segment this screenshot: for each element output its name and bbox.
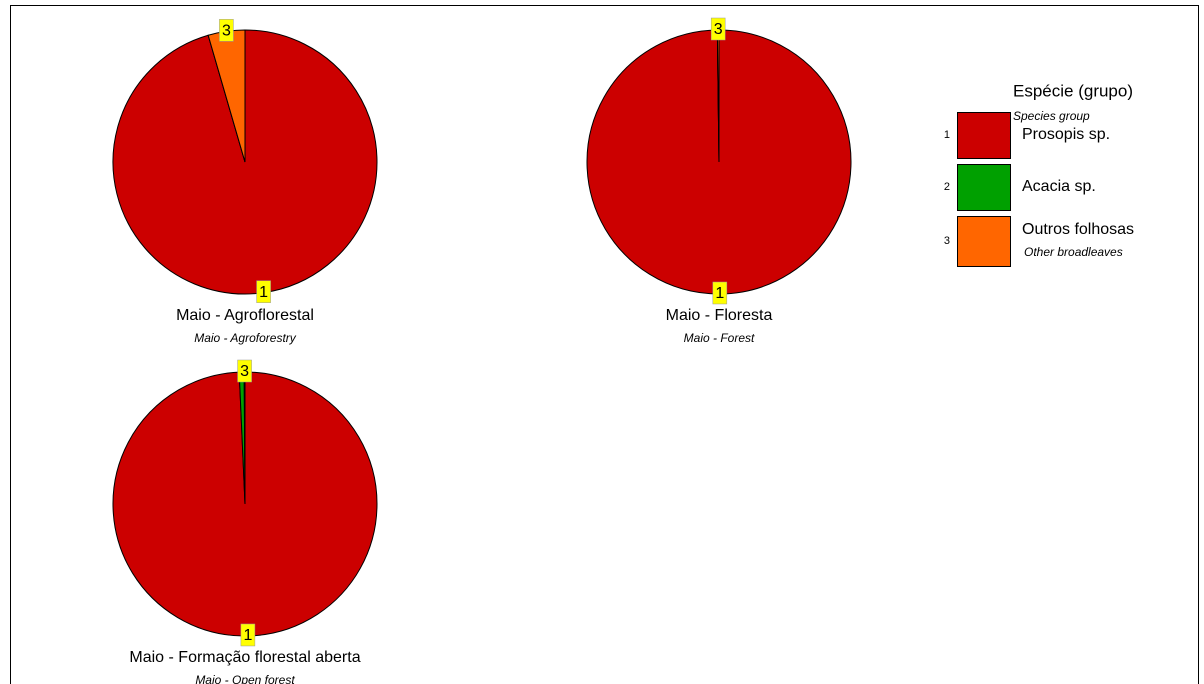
legend-number: 2 — [944, 181, 950, 193]
pie-subtitle: Maio - Forest — [684, 331, 755, 345]
slice-label-box — [219, 19, 234, 42]
slice-label-box — [240, 623, 256, 647]
slice-label: 1 — [715, 285, 724, 302]
legend-number: 1 — [944, 129, 950, 141]
legend-number: 3 — [944, 235, 950, 247]
legend-swatch — [957, 112, 1011, 159]
legend-swatch — [957, 216, 1011, 267]
pie-subtitle: Maio - Open forest — [195, 673, 295, 684]
slice-label: 1 — [243, 627, 252, 644]
slice-label-box — [256, 280, 271, 303]
legend-swatch — [957, 164, 1011, 211]
legend-title: Espécie (grupo) — [1013, 81, 1133, 100]
slice-label: 3 — [222, 23, 231, 40]
pie-title: Maio - Floresta — [666, 307, 773, 324]
frame — [10, 5, 1199, 684]
legend-label: Outros folhosas — [1022, 221, 1134, 238]
pie-subtitle: Maio - Agroforestry — [194, 331, 297, 345]
pie-title: Maio - Agroflorestal — [176, 307, 314, 324]
slice-label: 3 — [714, 21, 723, 38]
legend-label: Prosopis sp. — [1022, 126, 1110, 143]
slice-label: 3 — [240, 363, 249, 380]
slice-label: 1 — [259, 284, 268, 301]
legend-subtitle: Species group — [1013, 109, 1090, 123]
pie-title: Maio - Formação florestal aberta — [129, 649, 360, 666]
slice-label-box — [710, 17, 726, 41]
slice-label-box — [237, 359, 252, 383]
legend-label: Acacia sp. — [1022, 178, 1096, 195]
slice-label-box — [712, 281, 728, 305]
legend-sublabel: Other broadleaves — [1024, 245, 1123, 259]
